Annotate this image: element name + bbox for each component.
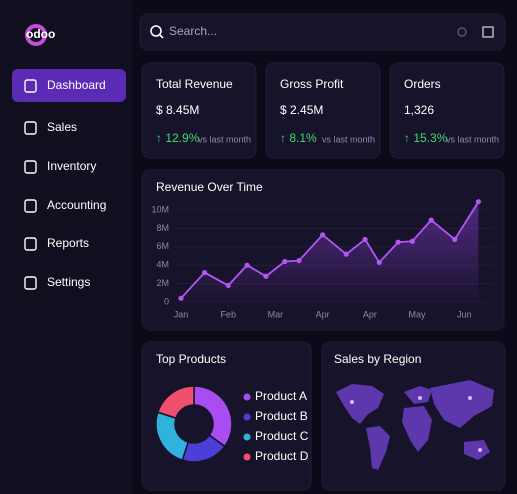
kpi-change: ↑ 12.9% — [156, 131, 200, 145]
x-tick-label: Feb — [220, 309, 236, 319]
nav: Dashboard Sales Inventory Accounting Reports… — [24, 78, 106, 290]
logo-ring — [25, 24, 47, 46]
y-tick-label: 8M — [156, 223, 169, 233]
nav-item[interactable]: Reports — [47, 236, 89, 250]
map-dot — [478, 448, 482, 452]
continent — [336, 384, 384, 424]
continent — [366, 426, 390, 470]
kpi-card — [389, 62, 505, 159]
point — [343, 251, 349, 257]
nav-icon — [24, 160, 37, 174]
kpi-value: $ 2.45M — [280, 103, 323, 117]
nav-item[interactable]: Accounting — [47, 198, 106, 212]
x-tick-label: Mar — [268, 309, 284, 319]
legend-label: Product B — [255, 409, 308, 423]
y-tick-label: 6M — [156, 241, 169, 251]
nav-icon — [24, 199, 37, 213]
donut-slice — [193, 385, 233, 448]
y-tick-label: 0 — [164, 296, 169, 306]
nav-item[interactable]: Sales — [47, 120, 77, 134]
kpi-change: ↑ 8.1% — [280, 131, 317, 145]
kpi-note: vs last month — [198, 134, 251, 144]
x-tick-label: Apr — [316, 309, 330, 319]
y-tick-label: 2M — [156, 278, 169, 288]
point — [282, 258, 288, 265]
chart-title: Revenue Over Time — [156, 180, 263, 194]
point — [225, 282, 231, 289]
nav-icon — [24, 79, 37, 93]
nav-icon — [24, 121, 37, 135]
continent — [464, 440, 490, 460]
nav-item[interactable]: Settings — [47, 275, 90, 289]
y-tick-label: 4M — [156, 260, 169, 270]
icon[interactable] — [457, 27, 467, 37]
point — [452, 236, 458, 243]
kpi-change: ↑ 15.3% — [404, 131, 448, 145]
nav-icon — [24, 276, 37, 290]
line — [180, 201, 480, 299]
x-tick-label: Apr — [363, 309, 377, 319]
world-map — [336, 380, 494, 470]
kpi-card — [265, 62, 381, 159]
kpi-note: vs last month — [446, 134, 499, 144]
point — [376, 259, 382, 266]
point — [362, 236, 368, 243]
legend-swatch — [243, 393, 251, 401]
line-chart: 0 2M 4M 6M 8M 10M Jan Feb Mar Apr Apr May Jun — [151, 199, 494, 319]
map-dot — [468, 396, 472, 400]
search-icon — [159, 34, 164, 39]
point — [296, 258, 302, 264]
area — [181, 201, 479, 302]
kpi-title: Total Revenue — [156, 77, 233, 91]
search-bar[interactable] — [139, 13, 506, 51]
nav-item[interactable]: Inventory — [47, 159, 96, 173]
kpi-title: Gross Profit — [280, 77, 344, 91]
kpi-value: $ 8.45M — [156, 103, 199, 117]
donut-slice — [156, 385, 195, 420]
kpi-title: Orders — [404, 77, 441, 91]
card-title: Sales by Region — [334, 352, 421, 366]
x-tick-label: Jan — [174, 309, 189, 319]
legend-swatch — [243, 433, 251, 441]
kpi-card — [141, 62, 257, 159]
point — [409, 238, 415, 244]
logo: odoo — [26, 27, 55, 41]
nav-icon — [24, 237, 37, 251]
y-tick-label: 10M — [151, 204, 169, 214]
point — [428, 217, 434, 223]
continent — [402, 406, 432, 452]
map-dots — [350, 396, 482, 452]
kpi-note: vs last month — [322, 134, 375, 144]
search-icon — [150, 25, 162, 37]
icon[interactable] — [482, 26, 494, 38]
legend-label: Product A — [255, 389, 307, 403]
point — [244, 262, 250, 268]
search-placeholder: Search... — [169, 24, 217, 38]
donut-chart: Product A Product B Product C Product D — [155, 385, 309, 463]
legend-swatch — [243, 413, 251, 421]
point — [263, 273, 269, 279]
map-dot — [350, 400, 354, 404]
point — [395, 239, 401, 245]
point — [320, 232, 326, 238]
nav-item[interactable]: Dashboard — [47, 78, 106, 92]
card-title: Top Products — [156, 352, 226, 366]
x-tick-label: Jun — [457, 309, 472, 319]
legend-label: Product C — [255, 429, 309, 443]
point — [475, 199, 481, 205]
continent — [404, 386, 432, 404]
legend-label: Product D — [255, 449, 309, 463]
point — [178, 295, 184, 301]
continent — [430, 380, 494, 428]
kpi-row: Total Revenue$ 8.45M↑ 12.9%vs last month… — [141, 62, 505, 159]
map-dot — [418, 396, 422, 400]
x-tick-label: May — [409, 309, 427, 319]
nav-active[interactable] — [12, 69, 126, 102]
kpi-value: 1,326 — [404, 103, 434, 117]
legend-swatch — [243, 453, 251, 461]
point — [202, 269, 208, 276]
